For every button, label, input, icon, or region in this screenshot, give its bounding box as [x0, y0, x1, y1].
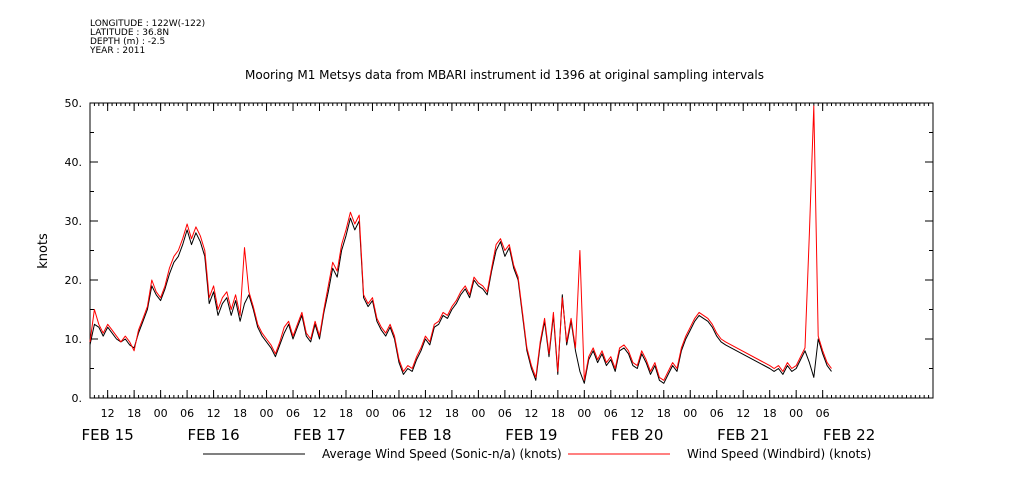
- depth-label: DEPTH (m) : -2.5: [90, 37, 166, 47]
- x-day-label: FEB 20: [611, 426, 663, 444]
- x-tick-label: 18: [445, 407, 459, 420]
- y-tick-label: 10.: [65, 333, 83, 346]
- y-axis: 0. 10. 20. 30. 40. 50.: [65, 97, 933, 405]
- x-tick-label: 06: [286, 407, 300, 420]
- x-tick-label: 06: [710, 407, 724, 420]
- x-day-label: FEB 17: [293, 426, 345, 444]
- x-day-label: FEB 21: [717, 426, 769, 444]
- x-tick-label: 00: [683, 407, 697, 420]
- chart-title: Mooring M1 Metsys data from MBARI instru…: [245, 68, 764, 82]
- x-tick-label: 06: [392, 407, 406, 420]
- metadata-block: LONGITUDE : 122W(-122) LATITUDE : 36.8N …: [90, 20, 205, 56]
- x-day-label: FEB 22: [823, 426, 875, 444]
- y-tick-label: 50.: [65, 97, 83, 110]
- y-tick-label: 30.: [65, 215, 83, 228]
- y-tick-label: 0.: [72, 392, 83, 405]
- x-tick-label: 12: [207, 407, 221, 420]
- x-tick-label: 06: [180, 407, 194, 420]
- x-tick-label: 00: [365, 407, 379, 420]
- year-label: YEAR : 2011: [90, 46, 146, 56]
- latitude-label: LATITUDE : 36.8N: [90, 28, 170, 38]
- x-tick-label: 18: [233, 407, 247, 420]
- x-tick-label: 12: [313, 407, 327, 420]
- x-tick-label: 00: [260, 407, 274, 420]
- x-tick-label: 18: [551, 407, 565, 420]
- x-tick-label: 00: [471, 407, 485, 420]
- legend: Average Wind Speed (Sonic-n/a) (knots) W…: [203, 447, 871, 461]
- x-tick-label: 12: [630, 407, 644, 420]
- y-tick-label: 40.: [65, 156, 83, 169]
- x-tick-label: 12: [736, 407, 750, 420]
- x-tick-label: 18: [657, 407, 671, 420]
- series-layer: [89, 105, 832, 384]
- x-axis: 12 18 00 06 12 18 00 06 12 18 00 06 12 18 00 06 12 18 00 06…: [82, 103, 875, 444]
- x-tick-label: 00: [154, 407, 168, 420]
- y-tick-label: 20.: [65, 274, 83, 287]
- x-tick-label: 12: [418, 407, 432, 420]
- x-tick-label: 12: [101, 407, 115, 420]
- legend-label-windbird: Wind Speed (Windbird) (knots): [687, 447, 871, 461]
- x-day-label: FEB 18: [399, 426, 451, 444]
- longitude-label: LONGITUDE : 122W(-122): [90, 19, 206, 29]
- x-tick-label: 00: [789, 407, 803, 420]
- x-tick-label: 06: [816, 407, 830, 420]
- legend-label-average-wind: Average Wind Speed (Sonic-n/a) (knots): [322, 447, 562, 461]
- x-day-label: FEB 19: [505, 426, 557, 444]
- x-tick-label: 12: [524, 407, 538, 420]
- x-tick-label: 18: [339, 407, 353, 420]
- x-tick-label: 06: [604, 407, 618, 420]
- x-day-label: FEB 15: [82, 426, 134, 444]
- x-tick-label: 06: [498, 407, 512, 420]
- series-line-average-wind-speed: [89, 217, 832, 384]
- x-day-label: FEB 16: [187, 426, 239, 444]
- x-tick-label: 00: [577, 407, 591, 420]
- x-tick-label: 18: [127, 407, 141, 420]
- x-tick-label: 18: [763, 407, 777, 420]
- y-axis-label: knots: [36, 233, 51, 269]
- series-line-windbird-wind-speed: [89, 105, 832, 381]
